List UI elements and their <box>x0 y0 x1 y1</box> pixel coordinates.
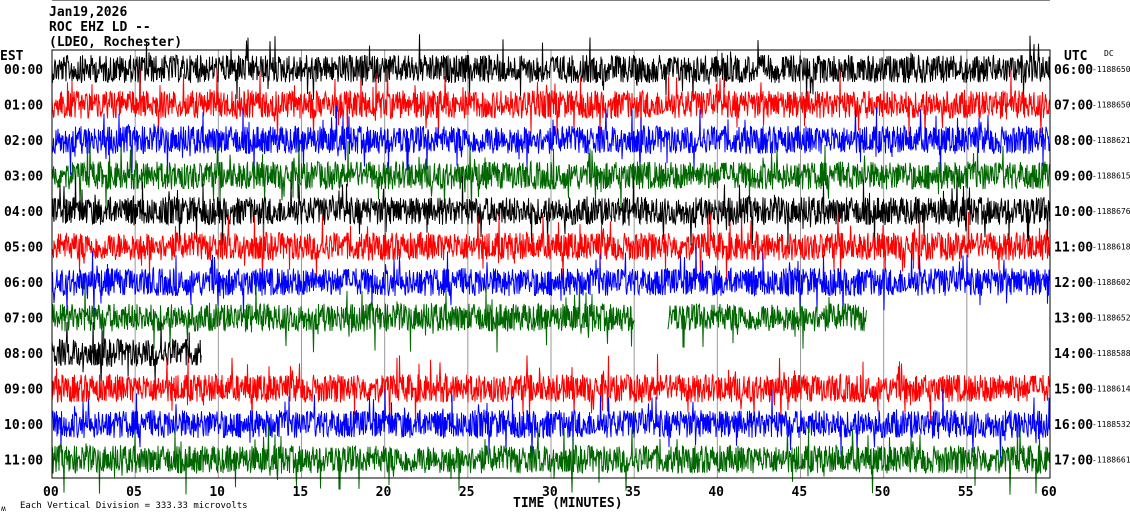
seismic-trace <box>51 175 1050 246</box>
dc-offset-value: -1188588 <box>1092 349 1130 358</box>
right-timezone: UTC <box>1064 49 1087 64</box>
utc-hour-label: 16:00 <box>1054 418 1093 433</box>
plot-frame <box>51 49 1051 479</box>
header-location: (LDEO, Rochester) <box>49 35 182 50</box>
x-tick-label: 00 <box>43 485 59 500</box>
seismic-trace <box>51 425 1050 495</box>
left-timezone: EST <box>0 49 24 64</box>
seismic-trace <box>51 212 1050 282</box>
x-tick-label: 15 <box>293 485 309 500</box>
utc-hour-label: 12:00 <box>1054 276 1093 291</box>
utc-hour-label: 14:00 <box>1054 347 1093 362</box>
x-tick-label: 35 <box>625 485 641 500</box>
dc-offset-value: -1188676 <box>1092 207 1130 216</box>
dc-offset-value: -1188532 <box>1092 420 1130 429</box>
seismic-traces <box>51 34 1050 495</box>
seismic-trace <box>51 282 867 353</box>
x-tick-labels: 00 05 10 15 20 25 30 35 40 45 50 55 60 <box>43 485 1057 500</box>
x-tick-label: 60 <box>1041 485 1057 500</box>
seismic-trace <box>51 34 1050 100</box>
est-hour-label: 05:00 <box>4 241 43 256</box>
utc-hour-label: 07:00 <box>1054 99 1093 114</box>
corner-mark: ʍ <box>1 504 6 513</box>
x-tick-label: 20 <box>376 485 392 500</box>
seismic-trace <box>51 246 1050 317</box>
utc-hour-label: 15:00 <box>1054 383 1093 398</box>
x-tick-label: 30 <box>542 485 558 500</box>
header-date: Jan19,2026 <box>49 5 127 20</box>
dc-offset-value: -1188650 <box>1092 65 1130 74</box>
utc-hour-label: 09:00 <box>1054 170 1093 185</box>
x-tick-label: 05 <box>126 485 142 500</box>
dc-offset-value: -1188618 <box>1092 243 1130 252</box>
x-tick-label: 10 <box>209 485 225 500</box>
dc-offset-value: -1188650 <box>1092 101 1130 110</box>
seismic-trace <box>51 388 1050 459</box>
seismic-trace <box>51 141 1050 211</box>
header-station: ROC EHZ LD -- <box>49 20 151 35</box>
est-hour-label: 01:00 <box>4 99 43 114</box>
seismic-trace <box>51 68 1050 141</box>
seismic-trace <box>51 105 1050 175</box>
dc-offset-value: -1188652 <box>1092 314 1130 323</box>
est-hour-label: 00:00 <box>4 63 43 78</box>
dc-offset-value: -1188615 <box>1092 172 1130 181</box>
utc-hour-label: 13:00 <box>1054 312 1093 327</box>
dc-offset-value: -1188614 <box>1092 385 1130 394</box>
grid-lines <box>134 50 968 478</box>
seismic-trace <box>51 321 202 387</box>
scale-note: Each Vertical Division = 333.33 microvol… <box>20 501 248 511</box>
utc-hour-label: 10:00 <box>1054 205 1093 220</box>
dc-offset-value: -1188621 <box>1092 136 1130 145</box>
dc-offset-value: -1188602 <box>1092 278 1130 287</box>
x-tick-label: 55 <box>958 485 974 500</box>
x-tick-label: 45 <box>792 485 808 500</box>
utc-hour-label: 06:00 <box>1054 63 1093 78</box>
x-tick-label: 25 <box>459 485 475 500</box>
x-axis-label: TIME (MINUTES) <box>513 496 623 511</box>
utc-hour-label: 08:00 <box>1054 134 1093 149</box>
est-hour-label: 02:00 <box>4 134 43 149</box>
x-tick-label: 40 <box>708 485 724 500</box>
est-hour-label: 09:00 <box>4 383 43 398</box>
est-hour-label: 08:00 <box>4 347 43 362</box>
x-tick-label: 50 <box>875 485 891 500</box>
dc-header: DC <box>1104 49 1114 58</box>
est-hour-label: 11:00 <box>4 454 43 469</box>
est-hour-label: 06:00 <box>4 276 43 291</box>
seismic-trace <box>51 354 1050 424</box>
dc-offset-value: -1188661 <box>1092 456 1130 465</box>
est-hour-label: 07:00 <box>4 312 43 327</box>
utc-hour-label: 17:00 <box>1054 454 1093 469</box>
est-hour-label: 04:00 <box>4 205 43 220</box>
est-hour-label: 10:00 <box>4 418 43 433</box>
utc-hour-label: 11:00 <box>1054 241 1093 256</box>
est-hour-label: 03:00 <box>4 170 43 185</box>
